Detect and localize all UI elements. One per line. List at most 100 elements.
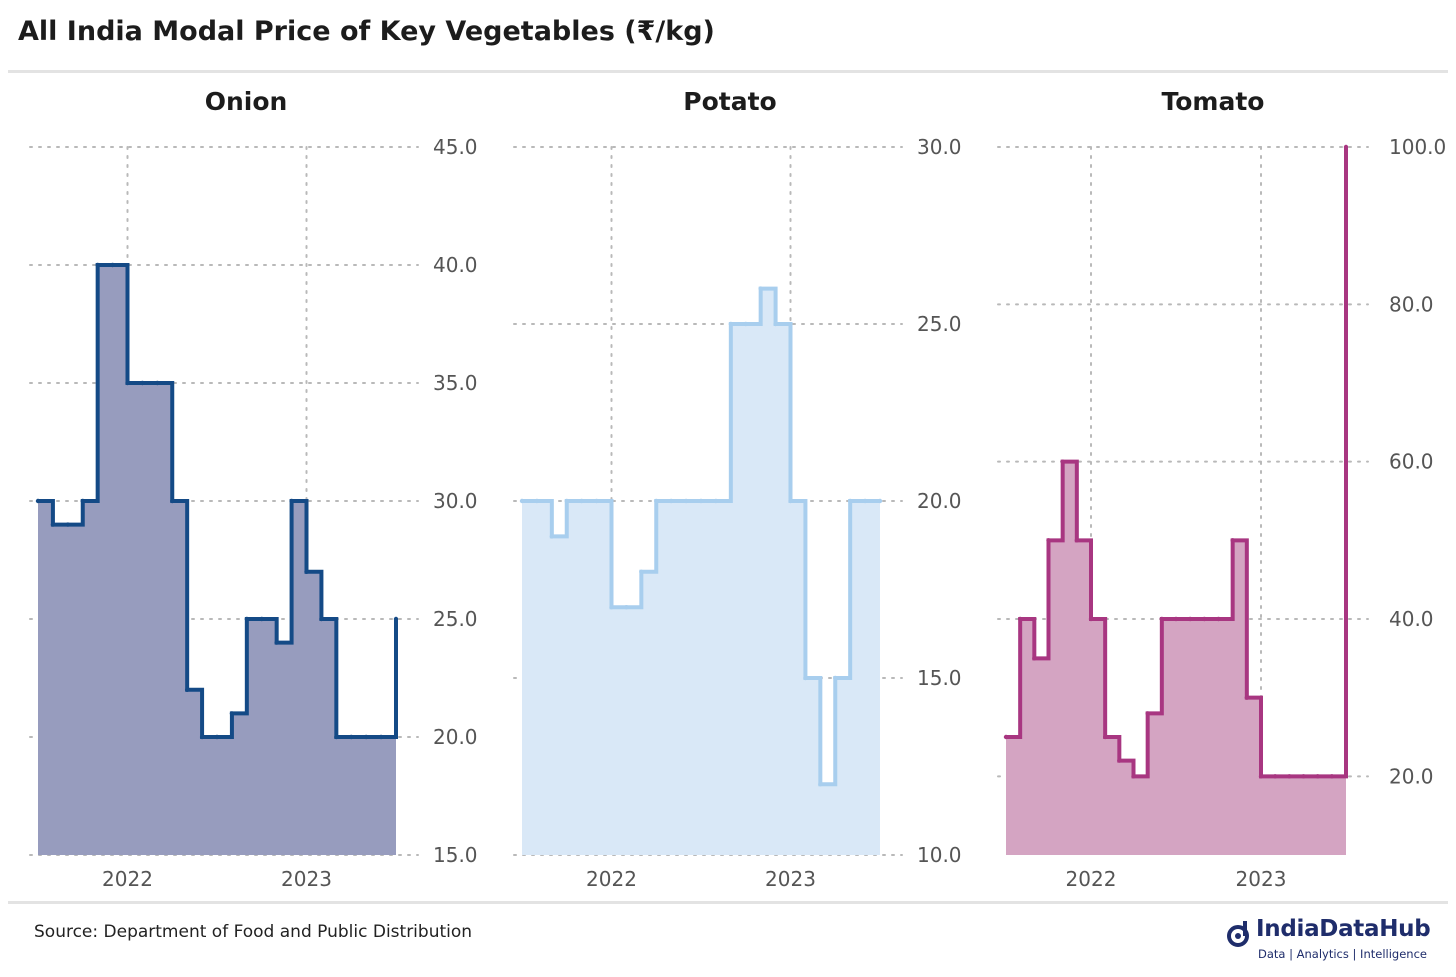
data-point (1131, 774, 1136, 779)
data-point (564, 498, 569, 504)
header-divider (8, 70, 1448, 73)
data-point (1145, 711, 1150, 716)
y-tick-label: 25.0 (917, 312, 962, 336)
data-point (1088, 616, 1094, 622)
y-tick-label: 40.0 (433, 253, 478, 277)
data-point (334, 734, 339, 740)
data-point (788, 498, 793, 504)
data-point (1173, 616, 1179, 622)
data-point (363, 734, 369, 740)
data-point (199, 734, 205, 740)
data-point (1315, 774, 1320, 779)
data-point (1102, 734, 1108, 740)
y-tick-label: 20.0 (917, 489, 962, 513)
data-point (1343, 144, 1349, 150)
footer-divider (8, 901, 1448, 904)
y-tick-label: 40.0 (1389, 607, 1434, 631)
y-tick-label: 30.0 (917, 135, 962, 159)
data-point (743, 321, 748, 327)
data-point (609, 605, 614, 610)
data-point (349, 734, 354, 740)
data-point (80, 498, 85, 504)
data-point (65, 522, 71, 527)
y-tick-label: 35.0 (433, 371, 478, 395)
data-point (110, 262, 115, 268)
data-point (1159, 616, 1165, 622)
data-point (1301, 774, 1306, 779)
data-point (1287, 774, 1292, 779)
brand-logo: IndiaDataHub Data | Analytics | Intellig… (1226, 916, 1431, 966)
panel-title: Onion (205, 87, 288, 116)
data-point (304, 569, 309, 574)
data-point (877, 498, 883, 504)
data-point (214, 734, 220, 740)
data-point (244, 616, 250, 622)
series-line (38, 263, 398, 739)
source-note: Source: Department of Food and Public Di… (34, 922, 473, 942)
data-point (125, 380, 130, 386)
data-point (184, 687, 190, 692)
data-point (140, 380, 145, 386)
x-tick-label: 2022 (586, 867, 637, 891)
y-tick-label: 15.0 (917, 666, 962, 690)
data-point (1046, 538, 1051, 543)
data-point (1329, 774, 1335, 779)
y-tick-label: 60.0 (1389, 450, 1434, 474)
data-point (1060, 459, 1065, 464)
data-point (713, 498, 719, 504)
data-point (818, 782, 823, 787)
data-point (289, 498, 294, 504)
data-point (1202, 616, 1207, 622)
y-tick-label: 10.0 (917, 843, 962, 867)
data-point (1032, 656, 1037, 661)
data-point (1187, 616, 1193, 622)
data-point (534, 498, 540, 504)
data-point (683, 498, 689, 504)
logo-tagline: Data | Analytics | Intelligence (1258, 947, 1427, 961)
data-point (594, 498, 599, 504)
data-point (862, 498, 868, 504)
x-tick-label: 2023 (765, 867, 816, 891)
chart-panel-onion: Onion 15.0 20.0 25.0 30.0 35.0 40.0 45.0 2022 202… (29, 87, 478, 891)
data-point (50, 522, 56, 527)
y-tick-label: 100.0 (1389, 135, 1446, 159)
data-point (155, 380, 160, 386)
y-tick-label: 15.0 (433, 843, 478, 867)
data-point (549, 534, 555, 539)
data-point (229, 711, 235, 716)
x-tick-label: 2022 (1066, 867, 1117, 891)
data-point (847, 498, 853, 504)
x-tick-label: 2023 (281, 867, 332, 891)
data-point (95, 262, 100, 268)
x-tick-label: 2023 (1236, 867, 1287, 891)
logo-name: IndiaDataHub (1256, 916, 1431, 942)
data-point (773, 321, 778, 327)
y-tick-label: 80.0 (1389, 292, 1434, 316)
data-point (833, 675, 838, 681)
data-point (1017, 616, 1023, 622)
data-point (654, 498, 659, 504)
data-point (639, 569, 644, 574)
data-point (1244, 695, 1250, 700)
data-point (668, 498, 674, 504)
data-point (378, 734, 384, 740)
x-tick-label: 2022 (102, 867, 153, 891)
data-point (1272, 774, 1278, 779)
y-tick-label: 20.0 (433, 725, 478, 749)
series-line (522, 286, 880, 787)
data-point (259, 616, 264, 622)
chart-panel-tomato: Tomato 20.0 40.0 60.0 80.0 100.0 2022 2023 (997, 87, 1446, 891)
data-point (274, 640, 279, 645)
logo-mark-icon (1227, 921, 1249, 947)
data-point (1117, 758, 1122, 763)
page-title: All India Modal Price of Key Vegetables … (18, 16, 715, 47)
y-tick-label: 25.0 (433, 607, 478, 631)
data-point (624, 605, 629, 610)
data-point (170, 498, 175, 504)
data-point (1003, 734, 1009, 740)
data-point (1230, 538, 1235, 543)
data-point (758, 286, 763, 291)
series-area (38, 265, 396, 855)
data-point (803, 675, 808, 681)
